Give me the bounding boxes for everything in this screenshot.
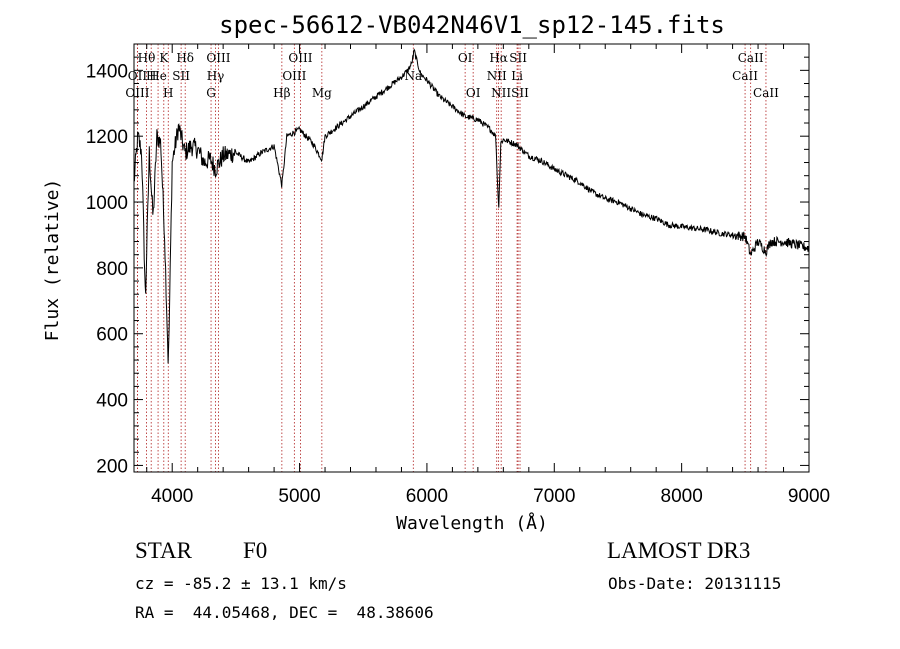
chart-title: spec-56612-VB042N46V1_sp12-145.fits — [219, 11, 725, 39]
spectral-line-label: H — [163, 86, 173, 100]
x-tick-label: 5000 — [278, 486, 320, 507]
spectral-line-label: Hθ — [138, 51, 156, 65]
object-class: STAR — [135, 538, 192, 563]
spectral-line-label: Li — [511, 69, 523, 83]
spectral-line-label: OIII — [125, 86, 149, 100]
spectral-line-label: Hβ — [273, 86, 290, 100]
spectral-line-label: Na — [404, 69, 422, 83]
spectral-line-label: SII — [172, 69, 190, 83]
spectral-subclass: F0 — [243, 538, 268, 563]
flux-series-line — [133, 48, 810, 364]
x-tick-label: 9000 — [788, 486, 830, 507]
redshift-velocity: cz = -85.2 ± 13.1 km/s — [135, 574, 347, 593]
spectral-line-label: CaII — [732, 69, 758, 83]
spectral-line-markers — [137, 44, 767, 472]
x-axis-label: Wavelength (Å) — [396, 512, 548, 534]
spectral-line-label: SII — [509, 51, 527, 65]
spectral-line-label: OIII — [282, 69, 306, 83]
y-tick-label: 1200 — [86, 127, 128, 148]
plot-frame — [133, 43, 810, 473]
spectral-line-label: SII — [511, 86, 529, 100]
y-tick-label: 1000 — [86, 193, 128, 214]
y-tick-label: 600 — [96, 325, 128, 346]
spectral-line-label: OII — [128, 69, 148, 83]
spectral-line-label: H — [146, 69, 156, 83]
y-axis-label: Flux (relative) — [42, 179, 63, 342]
spectral-line-label: CaII — [753, 86, 779, 100]
x-tick-label: 4000 — [151, 486, 193, 507]
y-axis-ticks: 200 400 600 800 1000 1200 1400 — [86, 56, 809, 477]
y-tick-label: 800 — [96, 259, 128, 280]
spectral-line-label: Hα — [489, 51, 508, 65]
spectral-line-label: OI — [466, 86, 481, 100]
spectral-line-label: OIII — [206, 51, 230, 65]
spectral-line-label: He — [149, 69, 167, 83]
x-tick-label: 7000 — [533, 486, 575, 507]
spectral-line-label: K — [159, 51, 169, 65]
spectral-line-label: OI — [458, 51, 473, 65]
survey-name: LAMOST DR3 — [607, 538, 751, 563]
x-axis-ticks: 4000 5000 6000 7000 8000 9000 — [146, 44, 830, 507]
spectral-line-label: Hδ — [176, 51, 194, 65]
spectral-line-label: G — [206, 86, 216, 100]
spectral-line-label: NII — [487, 69, 507, 83]
spectral-line-label: Hγ — [207, 69, 225, 83]
y-tick-label: 400 — [96, 391, 128, 412]
x-tick-label: 6000 — [406, 486, 448, 507]
y-tick-label: 200 — [96, 456, 128, 477]
spectral-line-label: Mg — [312, 86, 332, 100]
spectral-line-label: OIII — [288, 51, 312, 65]
observation-date: Obs-Date: 20131115 — [608, 574, 782, 593]
x-tick-label: 8000 — [661, 486, 703, 507]
spectral-line-label: CaII — [738, 51, 764, 65]
coordinates: RA = 44.05468, DEC = 48.38606 — [135, 603, 434, 622]
spectral-line-label: NII — [491, 86, 511, 100]
y-tick-label: 1400 — [86, 61, 128, 82]
